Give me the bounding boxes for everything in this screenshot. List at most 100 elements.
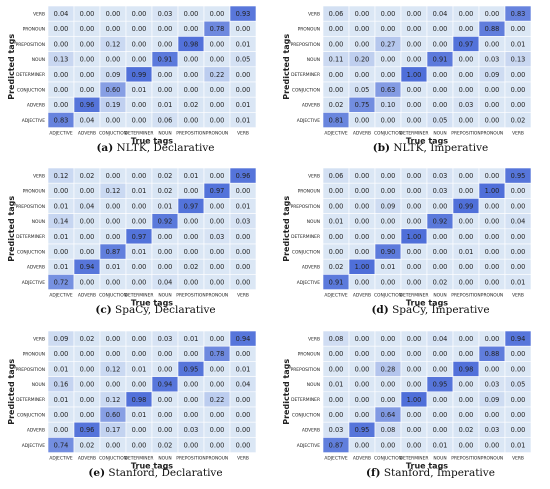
cell-value-label: 0.04 <box>511 218 526 226</box>
caption-text: Stanford, Imperative <box>380 467 495 479</box>
cell-value-label: 0.00 <box>210 381 225 389</box>
cell-value-label: 0.00 <box>433 263 448 271</box>
cell-value-label: 0.01 <box>132 86 147 94</box>
cell-value-label: 0.00 <box>54 350 69 358</box>
y-tick-label: CONJUCTION <box>17 412 45 418</box>
cell-value-label: 0.00 <box>433 101 448 109</box>
cell-value-label: 0.02 <box>511 116 526 124</box>
x-axis-label: True tags <box>406 137 448 146</box>
cell-value-label: 0.00 <box>355 350 370 358</box>
cell-value-label: 0.00 <box>80 248 95 256</box>
cell-value-label: 0.00 <box>407 411 422 419</box>
cell-value-label: 0.87 <box>106 248 121 256</box>
cell-value-label: 0.02 <box>80 335 95 343</box>
cell-value-label: 0.00 <box>184 381 199 389</box>
x-tick-label: ADVERB <box>78 293 96 299</box>
cell-value-label: 0.95 <box>433 381 448 389</box>
cell-value-label: 0.00 <box>407 335 422 343</box>
cell-value-label: 0.74 <box>54 441 69 449</box>
x-tick-label: NOUN <box>158 456 171 462</box>
cell-value-label: 0.03 <box>236 218 251 226</box>
x-tick-label: VERB <box>237 131 249 137</box>
y-tick-label: NOUN <box>32 57 45 63</box>
cell-value-label: 0.00 <box>433 396 448 404</box>
y-tick-label: ADJECTIVE <box>297 443 320 449</box>
cell-value-label: 0.00 <box>54 187 69 195</box>
y-tick-label: VERB <box>308 336 320 342</box>
y-tick-label: ADVERB <box>302 103 320 109</box>
heatmap-cell <box>229 112 257 128</box>
y-tick-label: PREPOSITION <box>291 204 320 210</box>
cell-value-label: 0.06 <box>329 172 344 180</box>
x-tick-label: DETERMINER <box>125 456 154 462</box>
panel-b-heatmap: 0.06 0.00 0.00 0.00 0.04 0.00 0.00 0.83 0.00 0.00… <box>282 5 532 146</box>
cell-value-label: 0.81 <box>329 116 344 124</box>
cell-value-label: 1.00 <box>485 187 500 195</box>
cell-value-label: 0.00 <box>80 10 95 18</box>
y-tick-label: CONJUCTION <box>292 412 320 418</box>
cell-value-label: 1.00 <box>407 71 422 79</box>
cell-value-label: 0.02 <box>184 101 199 109</box>
cell-value-label: 0.00 <box>485 101 500 109</box>
cell-value-label: 0.02 <box>329 101 344 109</box>
panel-f-heatmap: 0.08 0.00 0.00 0.00 0.04 0.00 0.00 0.94 0.00 0.00… <box>282 330 532 471</box>
cell-value-label: 0.00 <box>459 56 474 64</box>
cell-value-label: 0.00 <box>132 350 147 358</box>
cell-value-label: 0.09 <box>381 202 396 210</box>
cell-value-label: 0.00 <box>459 335 474 343</box>
cell-value-label: 0.03 <box>210 233 225 241</box>
cell-value-label: 0.00 <box>381 56 396 64</box>
cell-value-label: 0.03 <box>329 426 344 434</box>
cell-value-label: 0.00 <box>184 71 199 79</box>
cell-value-label: 0.00 <box>355 396 370 404</box>
x-tick-label: CONJUCTION <box>99 131 127 137</box>
cell-value-label: 0.02 <box>184 263 199 271</box>
cell-value-label: 0.78 <box>210 350 225 358</box>
caption-label: (c) <box>95 304 112 316</box>
cell-value-label: 0.27 <box>381 40 396 48</box>
caption-label: (a) <box>96 142 114 154</box>
x-tick-label: NOUN <box>433 456 446 462</box>
x-tick-label: ADVERB <box>353 131 371 137</box>
cell-value-label: 0.00 <box>381 187 396 195</box>
cell-value-label: 0.00 <box>459 381 474 389</box>
cell-value-label: 0.00 <box>355 25 370 33</box>
cell-value-label: 0.01 <box>184 335 199 343</box>
cell-value-label: 0.00 <box>485 86 500 94</box>
cell-value-label: 0.00 <box>132 202 147 210</box>
cell-value-label: 0.00 <box>433 40 448 48</box>
x-tick-label: PREPOSITION <box>451 131 480 137</box>
cell-value-label: 0.01 <box>511 278 526 286</box>
y-tick-label: ADJECTIVE <box>297 280 320 286</box>
y-tick-label: PRONOUN <box>298 352 320 358</box>
y-tick-label: ADVERB <box>302 265 320 271</box>
y-tick-label: ADVERB <box>27 103 45 109</box>
panel-b-caption: (b) NLTK, Imperative <box>293 142 550 154</box>
cell-value-label: 0.00 <box>407 426 422 434</box>
cell-value-label: 0.00 <box>355 248 370 256</box>
cell-value-label: 0.94 <box>511 335 526 343</box>
cell-value-label: 0.00 <box>407 365 422 373</box>
panel-c-caption: (c) SpaCy, Declarative <box>18 304 293 316</box>
cell-value-label: 0.00 <box>210 56 225 64</box>
cell-value-label: 0.09 <box>485 71 500 79</box>
y-tick-label: CONJUCTION <box>292 249 320 255</box>
heatmap-cell <box>229 437 257 453</box>
cell-value-label: 0.10 <box>381 101 396 109</box>
cell-value-label: 0.28 <box>381 365 396 373</box>
cell-value-label: 0.04 <box>54 10 69 18</box>
cell-value-label: 0.00 <box>355 10 370 18</box>
x-tick-label: PRONOUN <box>206 293 228 299</box>
cell-value-label: 0.00 <box>132 116 147 124</box>
y-tick-label: VERB <box>308 11 320 17</box>
cell-value-label: 0.04 <box>80 202 95 210</box>
panel-e-caption: (e) Stanford, Declarative <box>18 467 293 479</box>
cell-value-label: 0.00 <box>158 25 173 33</box>
y-tick-label: DETERMINER <box>291 234 320 240</box>
y-tick-label: DETERMINER <box>16 397 45 403</box>
cell-value-label: 0.88 <box>485 25 500 33</box>
cell-value-label: 0.00 <box>184 411 199 419</box>
cell-value-label: 0.00 <box>210 40 225 48</box>
x-tick-label: ADVERB <box>78 131 96 137</box>
cell-value-label: 0.00 <box>407 441 422 449</box>
